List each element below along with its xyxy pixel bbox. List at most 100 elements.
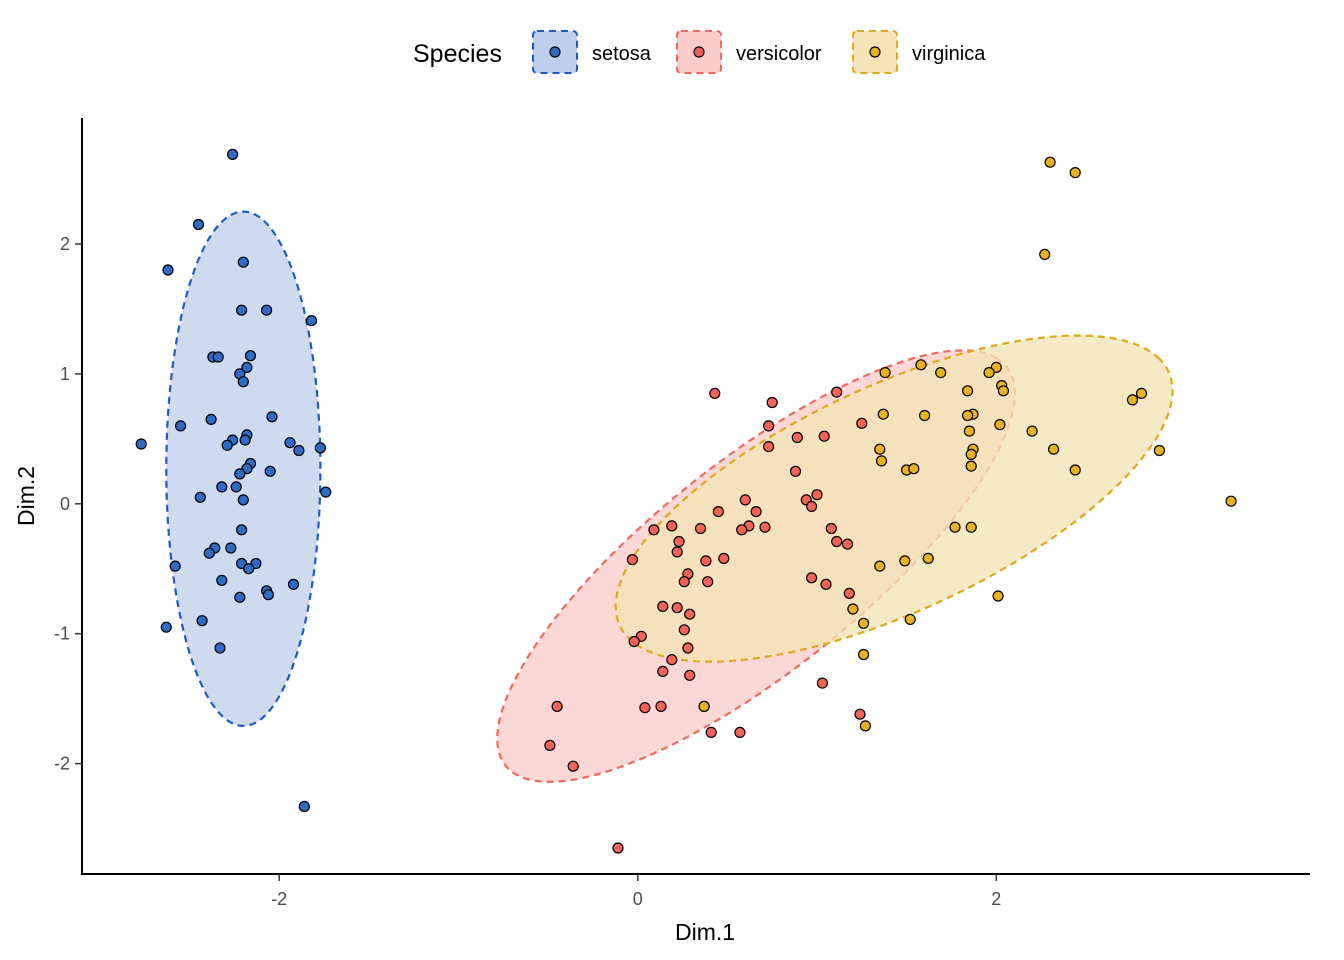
point-virginica [965,460,977,472]
point-setosa [234,468,246,480]
point-setosa [160,621,172,633]
point-versicolor [750,506,762,518]
point-virginica [963,425,976,437]
point-setosa [216,574,228,587]
point-virginica [859,720,872,732]
point-virginica [875,455,888,467]
point-setosa [203,547,215,559]
point-versicolor [700,555,712,567]
point-versicolor [805,500,818,512]
point-versicolor [678,624,690,636]
point-setosa [194,491,206,503]
point-virginica [1153,444,1166,457]
point-versicolor [759,521,771,533]
point-versicolor [854,708,866,720]
point-setosa [175,420,187,432]
point-setosa [236,304,248,316]
legend-label-virginica: virginica [912,43,986,65]
point-versicolor [684,669,696,681]
point-setosa [262,589,274,601]
point-versicolor [831,535,843,548]
point-setosa [214,642,226,654]
point-setosa [314,442,326,454]
point-setosa [243,563,255,575]
legend-marker-setosa [549,46,561,58]
point-versicolor [544,739,556,752]
point-versicolor [718,552,730,565]
point-virginica [994,419,1006,431]
point-versicolor [671,602,683,614]
point-virginica [961,409,974,422]
point-versicolor [705,726,717,739]
point-virginica [1026,425,1038,437]
axes: -2 0 2 -2 -1 0 1 2 [54,118,1310,909]
point-virginica [908,463,920,475]
point-setosa [230,481,242,493]
point-versicolor [789,465,802,477]
point-setosa [205,413,217,425]
point-setosa [287,578,300,590]
point-setosa [196,615,208,627]
point-virginica [983,367,995,379]
point-setosa [169,560,181,572]
point-versicolor [694,522,707,535]
point-versicolor [567,760,579,772]
point-versicolor [673,535,685,548]
point-versicolor [791,431,803,444]
point-virginica [935,367,947,379]
point-versicolor [811,489,823,501]
point-virginica [949,521,961,533]
y-tick-label: -1 [54,624,70,644]
point-versicolor [762,441,775,453]
point-versicolor [739,494,751,506]
point-virginica [857,617,870,629]
point-versicolor [856,417,868,429]
x-axis-title: Dim.1 [675,919,735,945]
point-virginica [1069,464,1081,476]
point-virginica [904,613,916,626]
legend: Species setosa versicolor virginica [413,30,986,74]
x-ticks: -2 0 2 [271,874,1001,909]
point-versicolor [825,522,837,535]
point-setosa [266,411,278,423]
point-virginica [918,409,931,422]
point-versicolor [628,635,640,648]
legend-item-virginica: virginica [852,30,986,74]
ellipse-virginica [614,334,1174,663]
x-tick-label: 2 [991,889,1001,909]
point-setosa [236,524,248,536]
point-virginica [997,385,1010,397]
point-virginica [857,648,870,661]
point-setosa [293,444,305,457]
y-tick-label: 0 [60,494,70,514]
point-versicolor [766,396,778,409]
confidence-ellipses [165,210,1174,784]
point-versicolor [666,520,678,532]
point-virginica [877,408,889,420]
point-versicolor [818,430,830,442]
legend-label-setosa: setosa [592,43,652,65]
point-setosa [237,376,249,388]
point-virginica [899,555,911,567]
point-virginica [965,448,977,460]
x-tick-label: 0 [633,889,643,909]
point-setosa [227,148,239,160]
point-virginica [1047,443,1060,455]
point-virginica [698,700,710,713]
point-virginica [874,560,886,572]
point-setosa [192,218,205,231]
legend-marker-virginica [869,46,881,58]
point-versicolor [736,524,748,536]
point-virginica [922,552,934,565]
point-versicolor [639,702,651,714]
point-setosa [298,800,310,813]
point-versicolor [678,576,690,588]
point-setosa [162,264,174,276]
point-setosa [264,465,276,477]
point-setosa [237,494,249,506]
point-setosa [216,481,228,493]
point-setosa [221,439,233,451]
point-versicolor [655,700,667,713]
point-versicolor [648,524,660,536]
